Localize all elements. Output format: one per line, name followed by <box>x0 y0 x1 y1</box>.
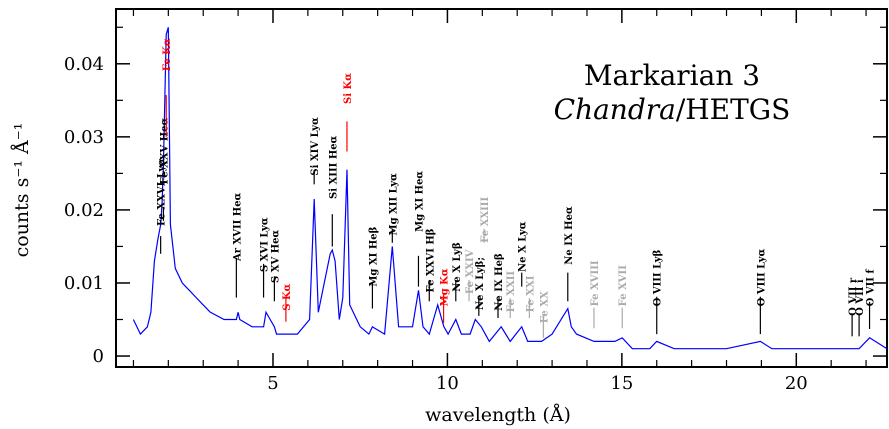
line-label: Ne X Lyβ; <box>475 257 486 310</box>
line-label: Fe XX <box>539 291 550 323</box>
line-label: S Kα <box>282 283 293 310</box>
line-label: Ne X Lyα <box>518 221 529 272</box>
line-label: Si Kα <box>343 73 354 104</box>
y-tick-label: 0.04 <box>64 54 104 75</box>
x-tick-labels: 5 10 15 20 <box>267 373 807 394</box>
line-label: Fe XXI <box>525 275 536 312</box>
line-label: Ne IX Heα <box>564 206 575 265</box>
x-tick-label: 15 <box>610 373 633 394</box>
line-label: Fe XVIII <box>590 260 601 306</box>
y-tick-label: 0 <box>93 346 104 367</box>
x-tick-label: 5 <box>267 373 278 394</box>
line-label: S XV Heα <box>270 229 281 283</box>
line-label: Fe XXV Heα <box>159 117 170 184</box>
y-tick-labels: 0 0.01 0.02 0.03 0.04 <box>64 54 104 367</box>
line-label: Ar XVII Heα <box>232 192 243 262</box>
line-label: Ne IX Heβ <box>494 253 505 311</box>
x-tick-label: 10 <box>436 373 459 394</box>
line-label: Mg Kα <box>440 268 451 306</box>
line-label: O VII r <box>848 277 859 316</box>
line-label: Mg XII Lyα <box>388 173 399 236</box>
line-label: Fe XVII <box>618 265 629 307</box>
line-label: O VIII Lyβ <box>653 249 664 306</box>
line-label: S XVI Lyα <box>260 217 271 272</box>
line-label: Fe XXIV <box>465 249 476 294</box>
chart-title-line-1: Markarian 3 <box>584 59 760 92</box>
y-axis-label: counts s⁻¹ Å⁻¹ <box>11 123 33 258</box>
line-label: Fe XXVI Lyα <box>157 158 168 226</box>
y-tick-label: 0.02 <box>64 200 104 221</box>
line-label: Mg XI Heα <box>414 171 425 232</box>
line-label: Fe Kα <box>162 38 173 71</box>
line-label: O VII f <box>866 269 877 307</box>
y-tick-label: 0.01 <box>64 273 104 294</box>
line-label: Si XIV Lyα <box>310 117 321 176</box>
line-label: Si XIII Heα <box>328 135 339 199</box>
x-tick-label: 20 <box>785 373 808 394</box>
line-label: O VII i <box>855 279 866 316</box>
line-label: Fe XXII <box>506 271 517 313</box>
chart-title-line-2: Chandra/HETGS <box>554 93 791 126</box>
line-label: O VIII Lyα <box>756 248 767 306</box>
spectrum-line <box>132 27 888 350</box>
y-tick-label: 0.03 <box>64 127 104 148</box>
line-label: Ne X Lyβ <box>452 242 463 292</box>
x-axis-label: wavelength (Å) <box>425 404 571 426</box>
line-label: Fe XXVI Hβ <box>425 228 436 292</box>
line-label: Fe XXIII <box>480 197 491 243</box>
line-label: Mg XI Heβ <box>368 226 379 286</box>
plot-frame <box>115 8 888 368</box>
axis-ticks <box>116 9 887 367</box>
